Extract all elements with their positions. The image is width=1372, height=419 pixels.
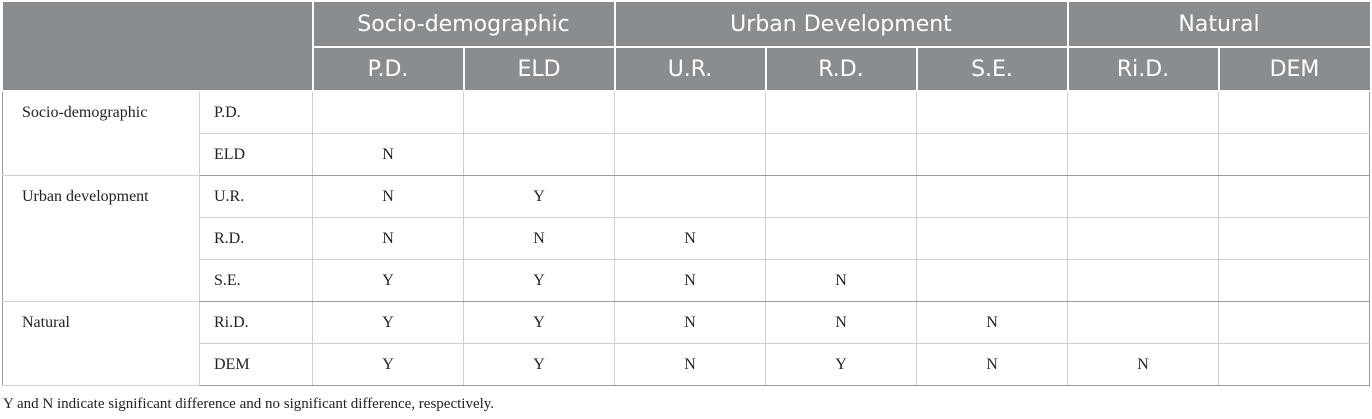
table-cell xyxy=(1067,133,1219,176)
table-cell: Y xyxy=(463,301,615,344)
table-row: DEM Y Y N Y N N xyxy=(3,343,1370,386)
table-row: S.E. Y Y N N xyxy=(3,259,1370,302)
table-cell xyxy=(1067,175,1219,218)
table-cell: N xyxy=(765,259,917,302)
table-cell: N xyxy=(312,217,464,260)
table-cell xyxy=(614,91,766,134)
table-cell: N xyxy=(614,259,766,302)
table-cell: N xyxy=(614,217,766,260)
table-cell: Y xyxy=(463,175,615,218)
table-cell: N xyxy=(463,217,615,260)
table-cell: Y xyxy=(312,343,464,386)
table-cell xyxy=(1218,91,1370,134)
header-group-socio-demographic: Socio-demographic xyxy=(311,2,615,48)
table-cell xyxy=(1218,175,1370,218)
table-row: R.D. N N N xyxy=(3,217,1370,260)
row-label: DEM xyxy=(199,343,313,386)
table-footnote: Y and N indicate significant difference … xyxy=(3,396,495,412)
row-group-label: Urban development xyxy=(2,175,200,302)
table-cell xyxy=(463,133,615,176)
table-cell: N xyxy=(916,301,1068,344)
table-cell: N xyxy=(765,301,917,344)
column-header: U.R. xyxy=(613,47,766,92)
table-cell xyxy=(1067,301,1219,344)
table-cell xyxy=(765,217,917,260)
table-cell xyxy=(1218,301,1370,344)
table-cell xyxy=(916,133,1068,176)
table-cell: N xyxy=(1067,343,1219,386)
column-header: S.E. xyxy=(915,47,1068,92)
column-header: P.D. xyxy=(311,47,464,92)
header-blank-cell xyxy=(2,2,313,92)
row-label: Ri.D. xyxy=(199,301,313,344)
table-cell xyxy=(765,91,917,134)
table-cell xyxy=(614,133,766,176)
table-cell: Y xyxy=(312,259,464,302)
table-cell xyxy=(916,259,1068,302)
table-cell xyxy=(1218,343,1370,386)
row-group-label: Socio-demographic xyxy=(2,91,200,176)
header-group-urban-development: Urban Development xyxy=(613,2,1068,48)
row-label: R.D. xyxy=(199,217,313,260)
table-cell: N xyxy=(312,175,464,218)
row-label: ELD xyxy=(199,133,313,176)
table-header: Socio-demographic Urban Development Natu… xyxy=(2,2,1370,92)
table-cell xyxy=(1067,91,1219,134)
row-label: P.D. xyxy=(199,91,313,134)
comparison-table: Socio-demographic Urban Development Natu… xyxy=(2,2,1370,386)
table-cell xyxy=(1218,259,1370,302)
table-cell: N xyxy=(614,343,766,386)
table-row: Socio-demographic P.D. xyxy=(2,91,1370,176)
table-cell xyxy=(1218,133,1370,176)
table-cell xyxy=(765,175,917,218)
table-cell: N xyxy=(312,133,464,176)
row-label: S.E. xyxy=(199,259,313,302)
table-body: Socio-demographic P.D. ELD N Urban devel… xyxy=(2,91,1370,386)
table-cell: N xyxy=(916,343,1068,386)
header-group-natural: Natural xyxy=(1066,2,1370,48)
table-cell xyxy=(312,91,464,134)
table-cell: Y xyxy=(765,343,917,386)
column-header: Ri.D. xyxy=(1066,47,1219,92)
table-cell xyxy=(1067,217,1219,260)
table-cell xyxy=(614,175,766,218)
column-header: R.D. xyxy=(764,47,917,92)
table-cell: Y xyxy=(463,259,615,302)
column-header: DEM xyxy=(1217,47,1370,92)
table-cell xyxy=(916,217,1068,260)
table-cell: Y xyxy=(312,301,464,344)
table-row: ELD N xyxy=(3,133,1370,176)
table-cell xyxy=(1067,259,1219,302)
table-cell: Y xyxy=(463,343,615,386)
row-label: U.R. xyxy=(199,175,313,218)
table-cell xyxy=(916,91,1068,134)
table-cell xyxy=(463,91,615,134)
table-cell xyxy=(765,133,917,176)
table-row: Urban development U.R. N Y xyxy=(2,175,1370,302)
table-cell xyxy=(1218,217,1370,260)
table-cell: N xyxy=(614,301,766,344)
column-header: ELD xyxy=(462,47,615,92)
table-row: Natural Ri.D. Y Y N N N xyxy=(2,301,1370,386)
table-cell xyxy=(916,175,1068,218)
row-group-label: Natural xyxy=(2,301,200,386)
